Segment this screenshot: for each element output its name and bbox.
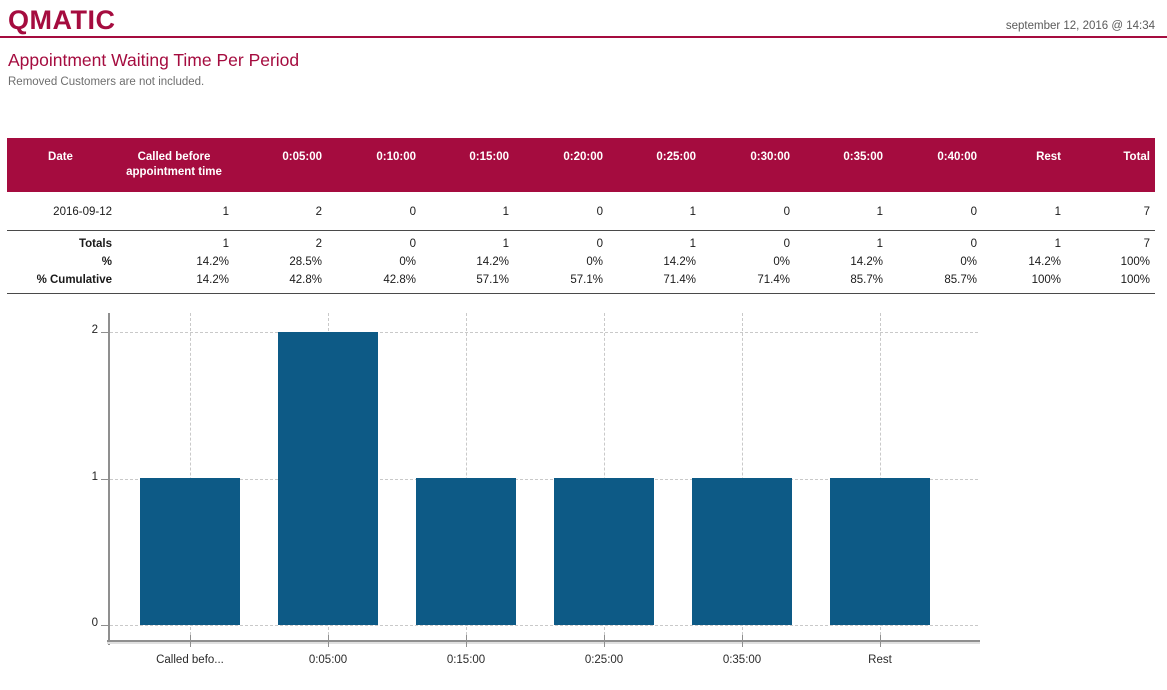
cell-value: 14.2% [117,253,234,271]
cell-value: 85.7% [795,271,888,294]
cell-value: 0 [701,231,795,254]
page-subtitle: Removed Customers are not included. [8,76,1159,88]
bar [416,478,516,625]
cell-value: 0% [327,253,421,271]
row-label: % Cumulative [7,271,117,294]
y-axis [108,313,110,645]
x-tick [328,635,329,647]
y-tick-label: 0 [68,617,98,629]
waiting-time-chart: 0 1 2 Called befo...0:05:000:15:000:25:000:… [0,305,1167,680]
cell-value: 0 [327,192,421,231]
cell-value: 1 [608,231,701,254]
bar [140,478,240,625]
cell-value: 1 [117,192,234,231]
column-header: 0:25:00 [608,138,701,192]
x-tick-label: Rest [811,654,949,666]
cell-value: 57.1% [514,271,608,294]
cell-value: 42.8% [327,271,421,294]
row-label: 2016-09-12 [7,192,117,231]
x-tick [742,635,743,647]
cell-value: 2 [234,231,327,254]
cell-value: 0 [327,231,421,254]
title-block: Appointment Waiting Time Per Period Remo… [0,38,1167,88]
page-title: Appointment Waiting Time Per Period [8,50,1159,71]
cell-value: 0% [701,253,795,271]
cell-value: 100% [1066,253,1155,271]
cell-value: 0 [514,192,608,231]
cell-value: 2 [234,192,327,231]
x-tick [880,635,881,647]
cell-value: 28.5% [234,253,327,271]
x-tick [190,635,191,647]
x-tick [604,635,605,647]
column-header: 0:35:00 [795,138,888,192]
cell-value: 1 [117,231,234,254]
bar [278,332,378,625]
table-header-row: DateCalled before appointment time0:05:0… [7,138,1155,192]
gridline-h [110,625,978,626]
report-page: QMATIC september 12, 2016 @ 14:34 Appoin… [0,0,1167,690]
column-header: 0:05:00 [234,138,327,192]
cell-value: 0 [888,231,982,254]
x-tick-label: Called befo... [121,654,259,666]
cell-value: 57.1% [421,271,514,294]
cell-value: 1 [421,231,514,254]
x-tick [466,635,467,647]
cell-value: 7 [1066,231,1155,254]
bar [554,478,654,625]
cell-value: 1 [421,192,514,231]
x-tick-label: 0:05:00 [259,654,397,666]
table-row: 2016-09-1212010101017 [7,192,1155,231]
cell-value: 14.2% [982,253,1066,271]
column-header: Total [1066,138,1155,192]
column-header: 0:10:00 [327,138,421,192]
summary-row: Totals12010101017 [7,231,1155,254]
x-tick-label: 0:35:00 [673,654,811,666]
bar [692,478,792,625]
cell-value: 0% [514,253,608,271]
column-header: 0:40:00 [888,138,982,192]
bar [830,478,930,625]
summary-row: %14.2%28.5%0%14.2%0%14.2%0%14.2%0%14.2%1… [7,253,1155,271]
cell-value: 100% [982,271,1066,294]
cell-value: 1 [795,231,888,254]
cell-value: 1 [982,192,1066,231]
x-tick-label: 0:25:00 [535,654,673,666]
cell-value: 100% [1066,271,1155,294]
gridline-h [110,332,978,333]
cell-value: 85.7% [888,271,982,294]
y-tick-label: 1 [68,471,98,483]
column-header: Called before appointment time [117,138,234,192]
cell-value: 1 [795,192,888,231]
column-header: 0:30:00 [701,138,795,192]
report-header: QMATIC september 12, 2016 @ 14:34 [0,0,1167,36]
cell-value: 14.2% [795,253,888,271]
qmatic-logo: QMATIC [8,6,115,34]
cell-value: 1 [982,231,1066,254]
cell-value: 7 [1066,192,1155,231]
column-header: Rest [982,138,1066,192]
cell-value: 0 [888,192,982,231]
cell-value: 71.4% [608,271,701,294]
cell-value: 14.2% [608,253,701,271]
waiting-time-table: DateCalled before appointment time0:05:0… [7,138,1155,294]
row-label: Totals [7,231,117,254]
cell-value: 14.2% [421,253,514,271]
report-timestamp: september 12, 2016 @ 14:34 [1006,20,1155,34]
y-tick-label: 2 [68,324,98,336]
summary-row: % Cumulative14.2%42.8%42.8%57.1%57.1%71.… [7,271,1155,294]
column-header: Date [7,138,117,192]
column-header: 0:20:00 [514,138,608,192]
cell-value: 0% [888,253,982,271]
row-label: % [7,253,117,271]
column-header: 0:15:00 [421,138,514,192]
cell-value: 71.4% [701,271,795,294]
cell-value: 0 [514,231,608,254]
cell-value: 42.8% [234,271,327,294]
x-axis [107,640,980,642]
cell-value: 1 [608,192,701,231]
cell-value: 0 [701,192,795,231]
cell-value: 14.2% [117,271,234,294]
x-tick-label: 0:15:00 [397,654,535,666]
